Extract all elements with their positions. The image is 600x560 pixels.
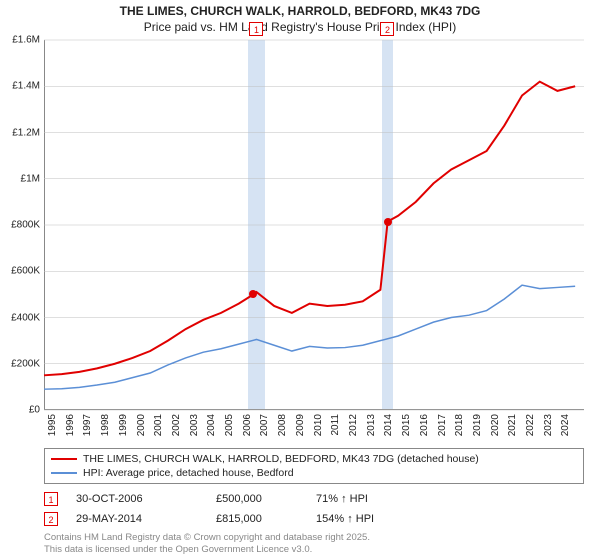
x-axis-label: 1995 — [47, 414, 58, 436]
x-axis-label: 2024 — [560, 414, 571, 436]
x-axis-label: 2003 — [189, 414, 200, 436]
sale-dot — [384, 218, 392, 226]
x-axis-label: 2022 — [525, 414, 536, 436]
attribution-line2: This data is licensed under the Open Gov… — [44, 544, 370, 556]
sale-pct: 71% ↑ HPI — [316, 493, 436, 505]
x-axis-label: 2000 — [136, 414, 147, 436]
x-axis-label: 2016 — [419, 414, 430, 436]
sale-pct: 154% ↑ HPI — [316, 513, 436, 525]
x-axis-label: 2023 — [543, 414, 554, 436]
x-axis-label: 2012 — [348, 414, 359, 436]
x-axis-label: 2011 — [330, 414, 341, 436]
x-axis-label: 2017 — [437, 414, 448, 436]
x-axis-label: 2007 — [259, 414, 270, 436]
legend-label: THE LIMES, CHURCH WALK, HARROLD, BEDFORD… — [83, 453, 479, 465]
x-axis-label: 2002 — [171, 414, 182, 436]
y-axis-label: £1M — [21, 173, 40, 184]
x-axis-label: 2021 — [507, 414, 518, 436]
attribution-line1: Contains HM Land Registry data © Crown c… — [44, 532, 370, 544]
sale-price: £500,000 — [216, 493, 316, 505]
chart-area: £0£200K£400K£600K£800K£1M£1.2M£1.4M£1.6M… — [44, 40, 584, 410]
x-axis-label: 2006 — [242, 414, 253, 436]
band-marker: 2 — [380, 22, 394, 36]
y-axis-label: £400K — [11, 312, 40, 323]
x-axis-label: 2001 — [153, 414, 164, 436]
chart-title-line1: THE LIMES, CHURCH WALK, HARROLD, BEDFORD… — [0, 0, 600, 20]
attribution: Contains HM Land Registry data © Crown c… — [44, 532, 370, 556]
x-axis-label: 2010 — [313, 414, 324, 436]
y-axis-label: £1.2M — [12, 127, 40, 138]
x-axis-label: 2019 — [472, 414, 483, 436]
x-axis-label: 2005 — [224, 414, 235, 436]
x-axis-label: 2013 — [366, 414, 377, 436]
chart-container: THE LIMES, CHURCH WALK, HARROLD, BEDFORD… — [0, 0, 600, 560]
x-axis-label: 2020 — [490, 414, 501, 436]
x-axis-label: 2015 — [401, 414, 412, 436]
sale-date: 29-MAY-2014 — [76, 513, 216, 525]
y-axis-label: £800K — [11, 220, 40, 231]
x-axis-label: 2018 — [454, 414, 465, 436]
legend-item: HPI: Average price, detached house, Bedf… — [51, 466, 577, 480]
sale-price: £815,000 — [216, 513, 316, 525]
chart-title-line2: Price paid vs. HM Land Registry's House … — [0, 20, 600, 36]
legend-item: THE LIMES, CHURCH WALK, HARROLD, BEDFORD… — [51, 452, 577, 466]
x-axis-label: 2008 — [277, 414, 288, 436]
y-axis-label: £200K — [11, 358, 40, 369]
sale-row: 2 29-MAY-2014 £815,000 154% ↑ HPI — [44, 512, 584, 526]
y-axis-label: £1.4M — [12, 81, 40, 92]
sale-dot — [249, 290, 257, 298]
x-axis-label: 2009 — [295, 414, 306, 436]
line-series — [44, 40, 584, 410]
y-axis-label: £600K — [11, 266, 40, 277]
x-axis-label: 2004 — [206, 414, 217, 436]
band-marker: 1 — [249, 22, 263, 36]
legend: THE LIMES, CHURCH WALK, HARROLD, BEDFORD… — [44, 448, 584, 484]
sale-badge: 1 — [44, 492, 58, 506]
x-axis-label: 1998 — [100, 414, 111, 436]
x-axis-label: 1997 — [82, 414, 93, 436]
legend-swatch — [51, 472, 77, 474]
sale-row: 1 30-OCT-2006 £500,000 71% ↑ HPI — [44, 492, 584, 506]
sale-date: 30-OCT-2006 — [76, 493, 216, 505]
x-axis-label: 1996 — [65, 414, 76, 436]
y-axis-label: £0 — [29, 405, 40, 416]
sale-badge: 2 — [44, 512, 58, 526]
legend-label: HPI: Average price, detached house, Bedf… — [83, 467, 294, 479]
x-axis-label: 1999 — [118, 414, 129, 436]
x-axis-label: 2014 — [383, 414, 394, 436]
y-axis-label: £1.6M — [12, 35, 40, 46]
legend-swatch — [51, 458, 77, 460]
